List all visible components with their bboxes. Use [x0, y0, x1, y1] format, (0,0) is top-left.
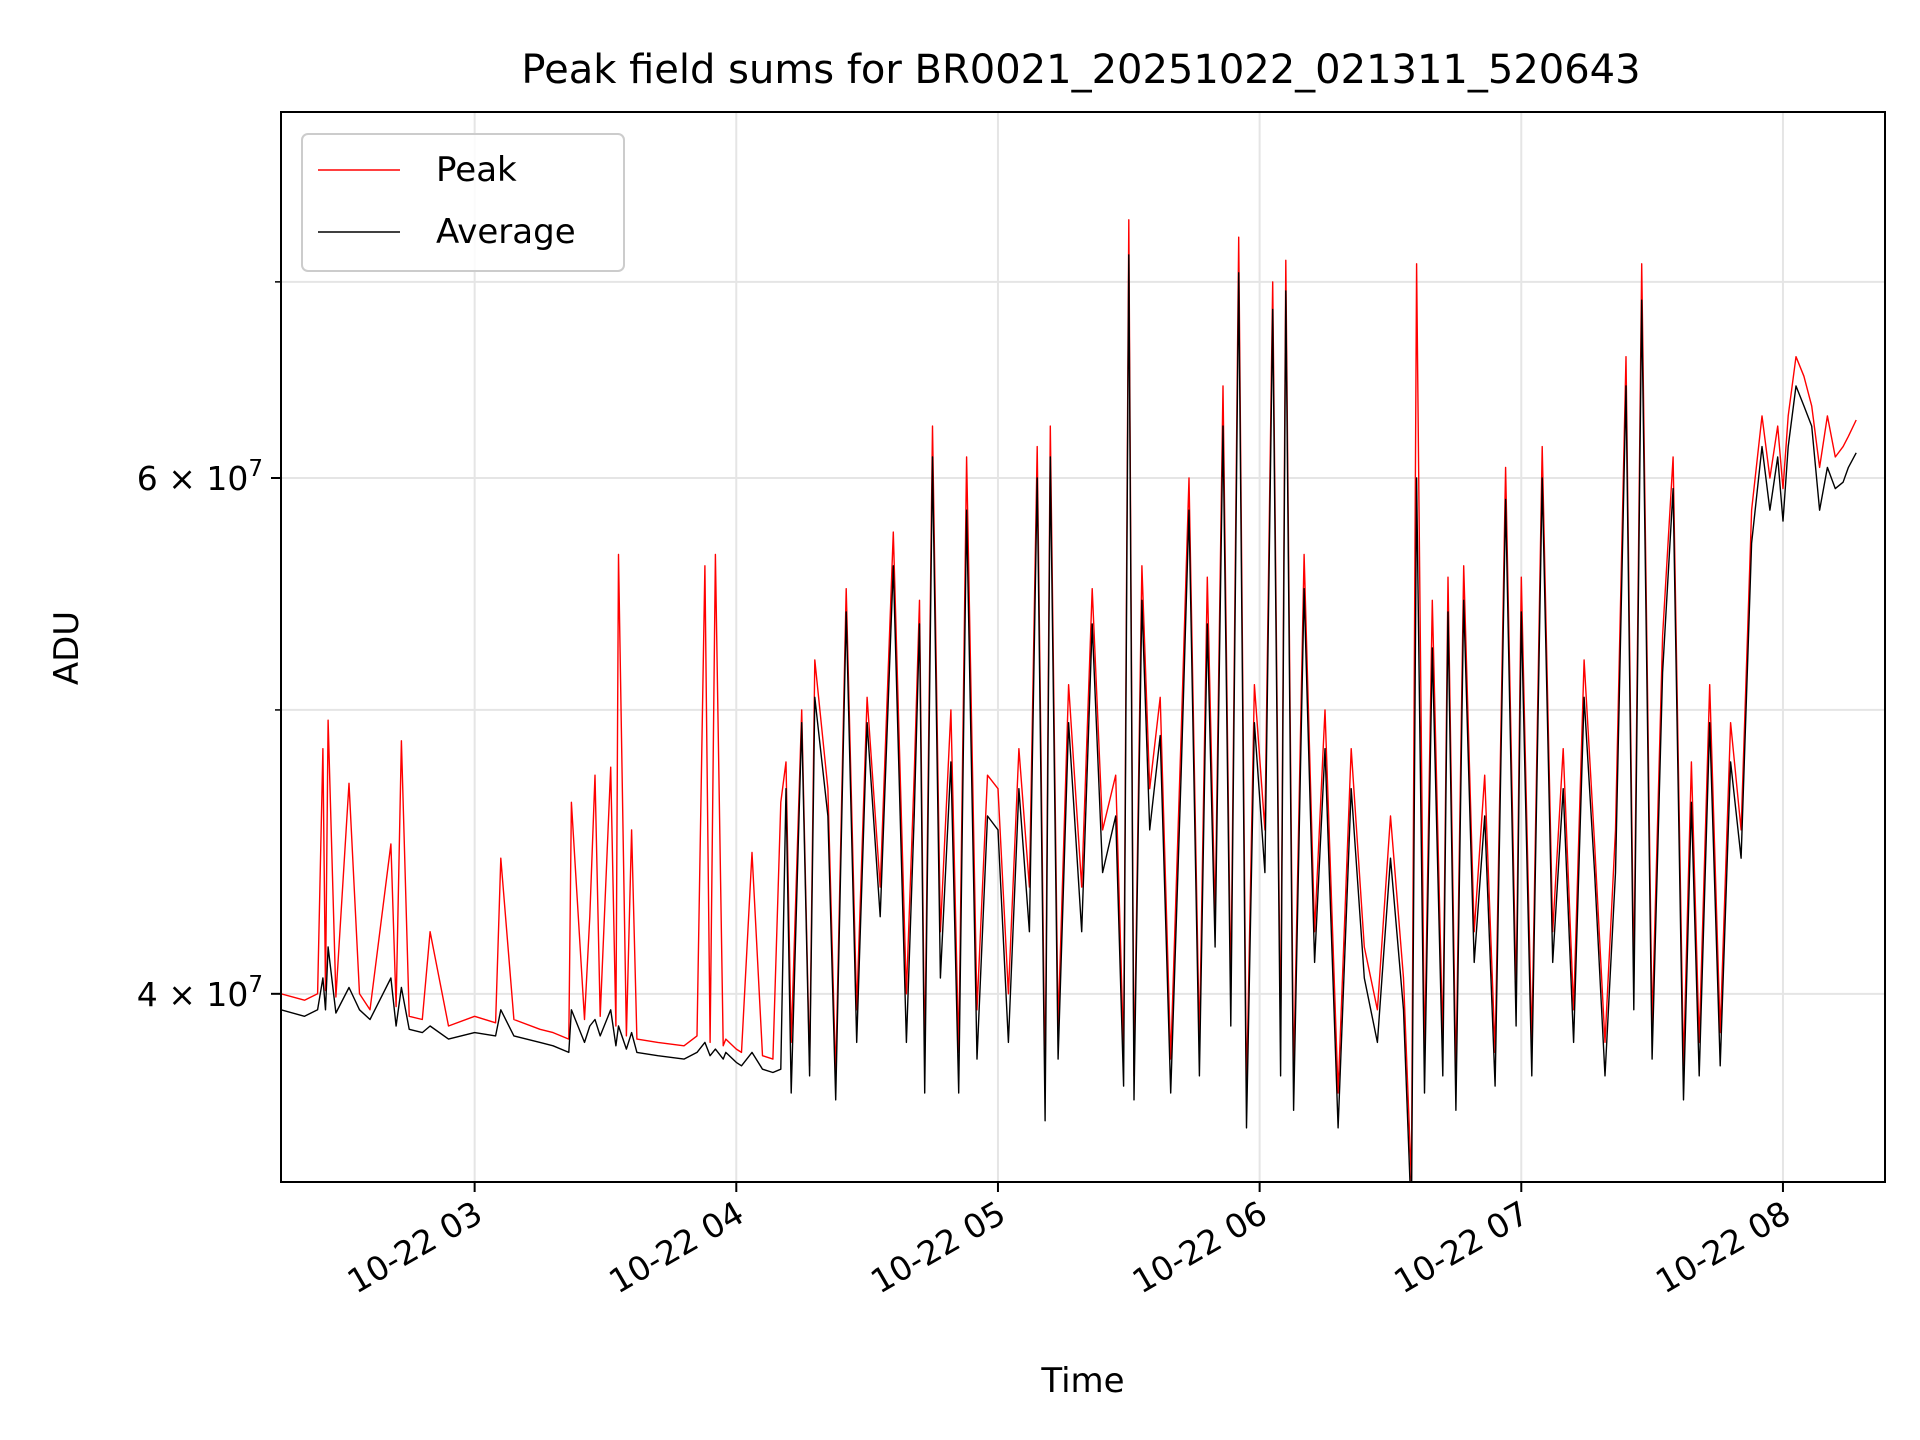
legend-label-peak: Peak — [436, 150, 517, 190]
y-tick-label: 4 × 107 — [137, 972, 263, 1014]
series-line-average — [281, 254, 1857, 1182]
y-tick-times: × — [158, 459, 207, 498]
legend: Peak Average — [301, 133, 625, 272]
y-tick-exponent: 7 — [248, 456, 263, 482]
plot-frame — [280, 111, 1886, 1183]
y-tick-mantissa: 4 — [137, 975, 158, 1014]
series-line-peak — [281, 219, 1857, 1182]
y-axis-label: ADU — [47, 611, 87, 685]
y-tick-exponent: 7 — [248, 972, 263, 998]
grid-layer — [281, 112, 1885, 1182]
x-axis-label: Time — [1040, 1361, 1124, 1401]
y-tick-label: 6 × 107 — [137, 456, 263, 498]
y-tick-base: 10 — [206, 459, 248, 498]
y-tick-times: × — [158, 975, 207, 1014]
y-tick-base: 10 — [206, 975, 248, 1014]
chart-title: Peak field sums for BR0021_20251022_0213… — [521, 47, 1640, 93]
legend-label-average: Average — [436, 212, 576, 252]
y-tick-mantissa: 6 — [137, 459, 158, 498]
series-layer — [281, 219, 1857, 1182]
legend-box — [301, 133, 625, 272]
